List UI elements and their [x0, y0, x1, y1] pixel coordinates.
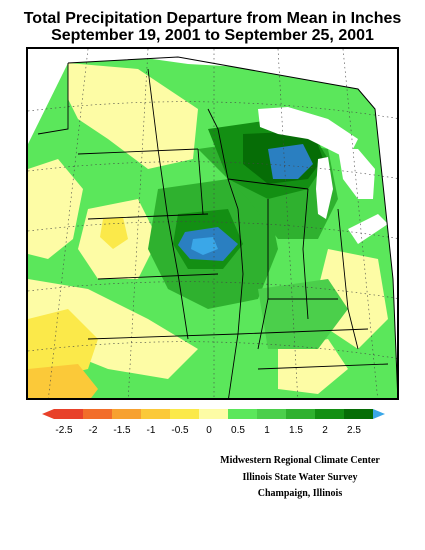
- color-legend: -2.5 -2 -1.5 -1 -0.5 0 0.5 1 1.5 2 2.5: [40, 405, 385, 445]
- legend-tick: -2.5: [55, 425, 73, 436]
- precipitation-map: [28, 49, 397, 398]
- legend-color-segment: [112, 409, 141, 419]
- yellow-spot-southwest: [28, 309, 98, 379]
- pale-region-north: [68, 63, 198, 169]
- state-boundaries: [37, 56, 397, 398]
- lake-michigan: [316, 157, 333, 219]
- lake-superior: [258, 107, 358, 159]
- lake-erie: [348, 214, 388, 244]
- legend-arrow-right: [373, 409, 385, 419]
- legend-color-segment: [315, 409, 344, 419]
- legend-tick: 2.5: [347, 425, 361, 436]
- blue-maximum-wisconsin: [268, 144, 313, 179]
- map-title-line-2: September 19, 2001 to September 25, 2001: [51, 27, 374, 44]
- legend-tick: 2: [322, 425, 328, 436]
- legend-arrow-left: [42, 409, 54, 419]
- legend-color-segment: [54, 409, 83, 419]
- legend-color-segment: [228, 409, 257, 419]
- light-blue-core-iowa: [191, 237, 218, 255]
- legend-tick: 1.5: [289, 425, 303, 436]
- credit-line-1: Midwestern Regional Climate Center: [220, 455, 380, 466]
- legend-color-segment: [286, 409, 315, 419]
- orange-spot-southwest: [28, 364, 98, 398]
- yellow-spot-plains: [100, 217, 128, 249]
- legend-color-segment: [83, 409, 112, 419]
- credit-line-2: Illinois State Water Survey: [242, 472, 358, 483]
- legend-color-segment: [141, 409, 170, 419]
- legend-color-bar: [42, 409, 385, 419]
- legend-color-segment: [257, 409, 286, 419]
- legend-tick: -1: [146, 425, 156, 436]
- credit-line-3: Champaign, Illinois: [257, 488, 343, 499]
- map-title-line-1: Total Precipitation Departure from Mean …: [23, 10, 402, 27]
- pale-region-west: [28, 159, 83, 259]
- lake-huron: [338, 149, 375, 199]
- legend-color-segment: [344, 409, 373, 419]
- legend-tick: 0: [206, 425, 212, 436]
- legend-tick: -0.5: [171, 425, 189, 436]
- map-frame: [26, 47, 399, 400]
- green-band-ohio-valley: [258, 279, 348, 349]
- legend-tick: -2: [88, 425, 98, 436]
- legend-tick: 0.5: [231, 425, 245, 436]
- legend-color-segment: [170, 409, 199, 419]
- legend-color-segment: [199, 409, 228, 419]
- legend-tick: 1: [264, 425, 270, 436]
- legend-tick: -1.5: [113, 425, 131, 436]
- graticule: [28, 49, 397, 398]
